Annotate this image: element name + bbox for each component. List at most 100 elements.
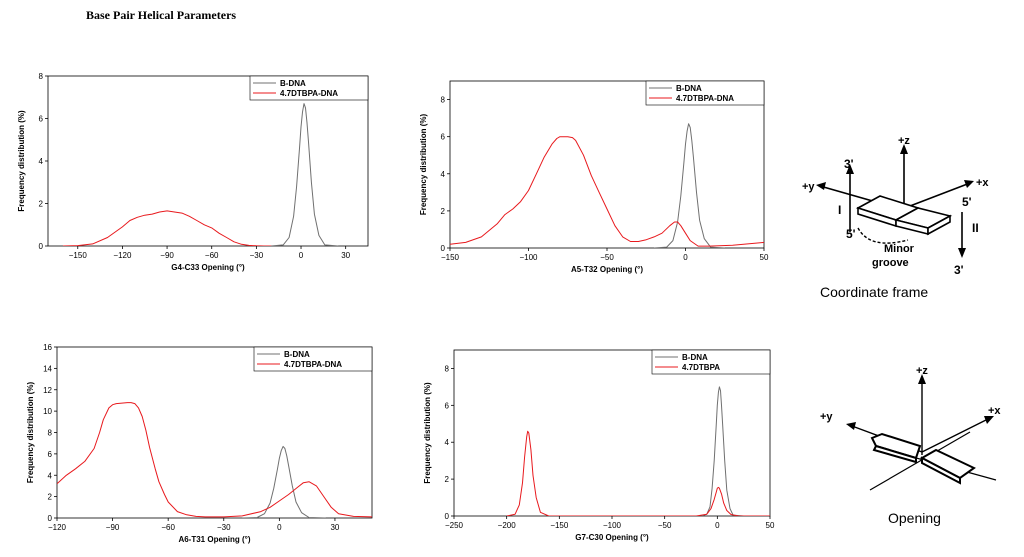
chart-2: −150 −100 −50 0 50 0 2 4 6 8 A5-T32 Opening (°) Fre… xyxy=(419,80,769,274)
x-axis-arrowhead xyxy=(964,180,974,188)
x-tick-label: −250 xyxy=(445,521,464,530)
opening-x-axis-line xyxy=(921,417,991,453)
opening-diagram: +z +y +x Opening xyxy=(820,365,1001,526)
x-tick-label: −100 xyxy=(519,253,538,262)
strand-one-label: I xyxy=(838,203,841,217)
x-tick-label: 0 xyxy=(683,253,688,262)
y-tick-label: 2 xyxy=(445,475,450,484)
strand-two-label: II xyxy=(972,221,979,235)
opening-block-right-side xyxy=(921,456,961,485)
x-axis-label: G7-C30 Opening (°) xyxy=(575,533,649,542)
y-axis-label: +y xyxy=(802,181,815,193)
y-tick-label: 12 xyxy=(43,386,52,395)
legend-entry: 4.7DTBPA-DNA xyxy=(280,89,338,98)
y-tick-label: 0 xyxy=(445,512,450,521)
y-axis-label: Frequency distribution (%) xyxy=(419,114,428,216)
x-tick-label: −150 xyxy=(441,253,460,262)
plot-frame xyxy=(449,80,765,249)
coordinate-frame-caption: Coordinate frame xyxy=(820,284,928,300)
opening-x-axis-arrowhead xyxy=(984,416,994,424)
z-axis-arrowhead xyxy=(900,144,908,154)
series-line-complex xyxy=(450,136,764,247)
x-tick-label: −30 xyxy=(250,251,264,260)
x-tick-label: −120 xyxy=(113,251,132,260)
page-title: Base Pair Helical Parameters xyxy=(86,8,237,22)
series-line-complex xyxy=(506,430,770,516)
y-tick-label: 2 xyxy=(48,493,53,502)
series-line-b-dna xyxy=(654,123,725,248)
x-axis-label: G4-C33 Opening (°) xyxy=(171,263,245,272)
strand-two-arrowhead xyxy=(958,248,966,258)
legend-entry: 4.7DTBPA xyxy=(682,363,720,372)
x-tick-label: −50 xyxy=(658,521,672,530)
strand-five-left-label: 5' xyxy=(846,227,856,241)
legend-entry: B-DNA xyxy=(682,353,708,362)
series-line-b-dna xyxy=(271,103,339,246)
y-axis-arrowhead xyxy=(816,182,826,190)
strand-three-right-label: 3' xyxy=(954,263,964,277)
x-tick-label: 0 xyxy=(715,521,720,530)
y-tick-label: 6 xyxy=(441,133,446,142)
plot-frame xyxy=(47,75,369,247)
minor-groove-label-line1: Minor xyxy=(884,243,915,255)
opening-z-axis-arrowhead xyxy=(918,374,926,384)
series-line-b-dna xyxy=(242,445,326,518)
x-axis-label: +x xyxy=(976,177,989,189)
y-tick-label: 8 xyxy=(48,429,53,438)
x-tick-label: −50 xyxy=(600,253,614,262)
series-line-complex xyxy=(57,402,372,518)
strand-five-right-label: 5' xyxy=(962,195,972,209)
plot-frame xyxy=(453,349,771,517)
strand-three-left-label: 3' xyxy=(844,157,854,171)
y-tick-label: 4 xyxy=(39,157,44,166)
opening-z-axis-label: +z xyxy=(916,365,928,377)
y-tick-label: 6 xyxy=(48,450,53,459)
y-tick-label: 14 xyxy=(43,364,52,373)
series-line-complex xyxy=(62,210,272,246)
y-tick-label: 6 xyxy=(39,115,44,124)
opening-caption: Opening xyxy=(888,510,941,526)
y-axis-label: Frequency distribution (%) xyxy=(423,382,432,484)
legend-entry: B-DNA xyxy=(284,350,310,359)
y-tick-label: 8 xyxy=(441,96,446,105)
y-tick-label: 0 xyxy=(48,514,53,523)
x-tick-label: −90 xyxy=(106,523,120,532)
opening-diag-line-a xyxy=(869,431,971,491)
strand-one-arrowhead xyxy=(846,164,854,174)
chart-1: −150 −120 −90 −60 −30 0 30 0 2 4 6 8 G4-C33 Opening … xyxy=(17,72,369,272)
legend-box xyxy=(253,346,373,372)
opening-y-axis-label: +y xyxy=(820,411,833,423)
y-tick-label: 4 xyxy=(48,471,53,480)
y-tick-label: 8 xyxy=(445,364,450,373)
x-tick-label: −150 xyxy=(69,251,88,260)
y-axis-label: Frequency distribution (%) xyxy=(17,110,26,212)
minor-groove-arc xyxy=(857,227,909,244)
x-tick-label: −60 xyxy=(205,251,219,260)
legend-box xyxy=(249,75,369,101)
y-tick-label: 8 xyxy=(39,72,44,81)
x-tick-label: −120 xyxy=(48,523,67,532)
legend-entry: B-DNA xyxy=(280,79,306,88)
y-tick-label: 4 xyxy=(441,170,446,179)
x-tick-label: 50 xyxy=(766,521,775,530)
x-tick-label: −200 xyxy=(498,521,517,530)
x-axis-label: A5-T32 Opening (°) xyxy=(571,265,643,274)
plot-frame xyxy=(56,346,373,519)
minor-groove-label-line2: groove xyxy=(872,257,909,269)
y-tick-label: 10 xyxy=(43,407,52,416)
x-axis-line xyxy=(909,182,971,207)
x-tick-label: 0 xyxy=(299,251,304,260)
opening-block-left xyxy=(870,432,922,460)
y-tick-label: 6 xyxy=(445,401,450,410)
chart-3: −120 −90 −60 −30 0 30 0 2 4 6 8 10 12 14 16 A6-T31 Open… xyxy=(26,343,373,544)
legend-box xyxy=(645,80,765,106)
y-tick-label: 16 xyxy=(43,343,52,352)
opening-block-left-side xyxy=(872,444,917,464)
y-tick-label: 2 xyxy=(39,200,44,209)
x-tick-label: −60 xyxy=(161,523,175,532)
legend-entry: 4.7DTBPA-DNA xyxy=(284,360,342,369)
x-tick-label: −150 xyxy=(550,521,569,530)
x-tick-label: 0 xyxy=(277,523,282,532)
coordinate-frame-diagram: +z +y +x 3' I 5' 5' II 3' Minor groove C… xyxy=(802,135,989,300)
